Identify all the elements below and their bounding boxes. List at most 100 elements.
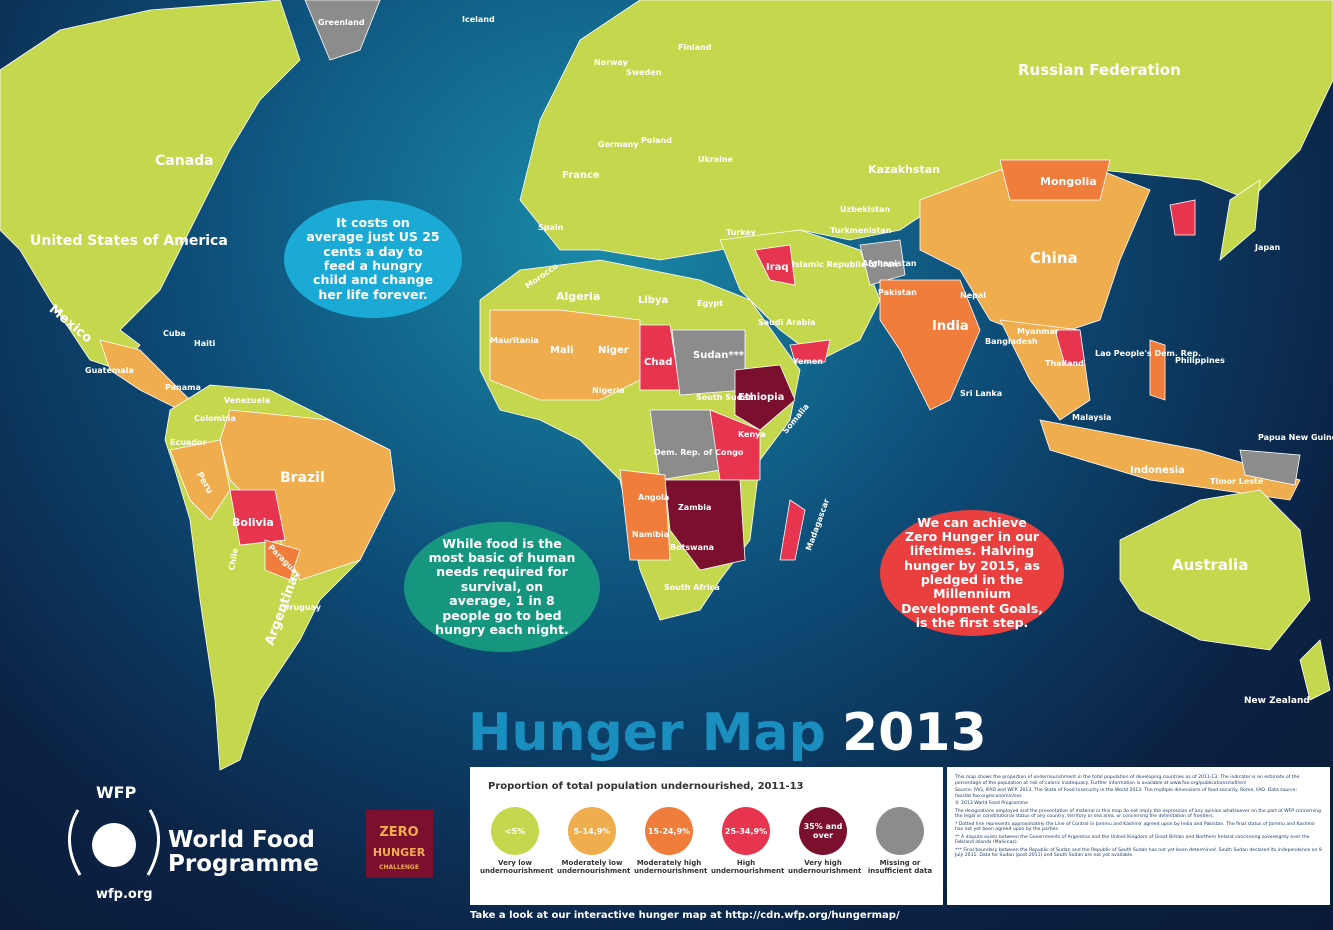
- note: This map shows the proportion of underno…: [955, 775, 1300, 786]
- country-label: Sri Lanka: [960, 389, 1002, 398]
- central-america: [99, 339, 191, 411]
- legend-swatch: [876, 807, 924, 855]
- legend: Proportion of total population undernour…: [470, 767, 943, 905]
- country-label: Ukraine: [698, 155, 734, 164]
- country-label: Brazil: [280, 470, 325, 486]
- country-label: Zambia: [678, 503, 711, 512]
- brazil: [219, 409, 396, 581]
- legend-description: Moderately low undernourishment: [557, 859, 631, 875]
- wfp-logo: [68, 809, 160, 876]
- zero-text: ZERO: [379, 825, 418, 840]
- philippines: [1149, 339, 1166, 401]
- legend-description: Missing or insufficient data: [867, 859, 933, 875]
- title-year: 2013: [842, 703, 987, 763]
- country-label: Venezuela: [224, 396, 270, 405]
- wfp-url: wfp.org: [96, 887, 153, 902]
- legend-item: 25-34,9% High undernourishment: [711, 807, 785, 875]
- country-label: Turkey: [726, 228, 757, 237]
- legend-description: Very high undernourishment: [788, 859, 862, 875]
- country-label: Sweden: [626, 68, 662, 77]
- legend-item: Missing or insufficient data: [865, 807, 935, 875]
- country-label: Namibia: [632, 530, 669, 539]
- zero-hunger-box: [366, 810, 433, 878]
- sahel: [489, 309, 641, 401]
- country-label: Madagascar: [804, 497, 831, 551]
- note: ** A dispute exists between the Governme…: [955, 834, 1310, 846]
- country-label: Niger: [598, 345, 629, 356]
- country-label: Islamic Republic of Iran: [792, 260, 898, 269]
- country-label: Afghanistan: [862, 259, 917, 268]
- country-label: Dem. Rep. of Congo: [654, 448, 744, 457]
- legend-description: Moderately high undernourishment: [634, 859, 708, 875]
- yemen: [789, 339, 831, 363]
- india: [879, 279, 981, 411]
- country-label: Nigeria: [592, 386, 625, 395]
- country-label: Mongolia: [1040, 175, 1097, 188]
- country-label: Sudan***: [693, 350, 745, 361]
- legend-description: Very low undernourishment: [480, 859, 554, 875]
- north-america: [0, 0, 301, 371]
- east-africa: [709, 409, 761, 481]
- country-label: Angola: [638, 493, 669, 502]
- country-label: Nepal: [960, 291, 986, 300]
- challenge-text: CHALLENGE: [379, 864, 419, 871]
- japan: [1219, 179, 1261, 262]
- country-label: Uruguay: [283, 603, 322, 612]
- country-label: India: [932, 319, 969, 334]
- legend-item: 15-24,9% Moderately high undernourishment: [634, 807, 708, 875]
- callout: It costs on average just US 25 cents a d…: [284, 200, 462, 318]
- laurel: [146, 809, 160, 876]
- note: © 2013 World Food Programme: [955, 801, 1028, 806]
- country-label: Iceland: [462, 15, 495, 24]
- wfp-name: World Food Programme: [168, 827, 319, 878]
- afghanistan: [859, 239, 906, 286]
- country-labels: Russian Federation Canada United States …: [30, 15, 1333, 706]
- note: *** Final boundary between the Republic …: [955, 847, 1322, 859]
- country-label: Botswana: [670, 543, 714, 552]
- note: Source: FAO, IFAD and WFP. 2013. The Sta…: [955, 788, 1297, 799]
- legend-swatch: 15-24,9%: [645, 807, 693, 855]
- new-zealand: [1299, 639, 1331, 701]
- country-label: Norway: [594, 58, 629, 67]
- country-label: Bangladesh: [985, 337, 1038, 346]
- country-label: Papua New Guinea: [1258, 433, 1333, 442]
- bolivia: [229, 489, 286, 546]
- country-label: China: [1030, 249, 1078, 267]
- legend-description: High undernourishment: [711, 859, 785, 875]
- greenland: [304, 0, 381, 61]
- country-label: Russian Federation: [1018, 61, 1181, 79]
- country-label: South Sudan: [696, 393, 754, 402]
- country-label: Iraq: [766, 262, 789, 273]
- emblem: [92, 823, 136, 867]
- country-label: Greenland: [318, 18, 365, 27]
- country-label: Ethiopia: [738, 392, 784, 403]
- indonesia: [1039, 419, 1301, 501]
- legend-item: 35% and over Very high undernourishment: [788, 807, 862, 875]
- country-label: Australia: [1172, 556, 1248, 574]
- country-label: Ecuador: [170, 438, 207, 447]
- country-label: Uzbekistan: [840, 205, 890, 214]
- country-label: Pakistan: [878, 288, 917, 297]
- country-label: Turkmenistan: [830, 226, 892, 235]
- southern-africa: [664, 479, 746, 571]
- country-label: Lao People's Dem. Rep.: [1095, 349, 1201, 358]
- country-label: Myanmar: [1017, 327, 1059, 336]
- country-label: Saudi Arabia: [758, 318, 816, 327]
- country-label: Mauritania: [490, 336, 539, 345]
- footer: Take a look at our interactive hunger ma…: [470, 910, 900, 921]
- congo: [649, 409, 721, 481]
- paraguay: [264, 539, 301, 581]
- country-label: Libya: [638, 295, 668, 306]
- iraq: [754, 244, 796, 286]
- legend-swatch: 5-14,9%: [568, 807, 616, 855]
- country-label: United States of America: [30, 233, 228, 249]
- north-korea: [1169, 199, 1196, 236]
- country-label: Thailand: [1045, 359, 1084, 368]
- callout: We can achieve Zero Hunger in our lifeti…: [880, 510, 1064, 636]
- legend-label: 15-24,9%: [647, 826, 691, 836]
- country-label: Japan: [1254, 243, 1281, 252]
- callout: While food is the most basic of human ne…: [404, 522, 600, 652]
- papua: [1239, 449, 1301, 486]
- country-label: Guatemala: [85, 366, 134, 375]
